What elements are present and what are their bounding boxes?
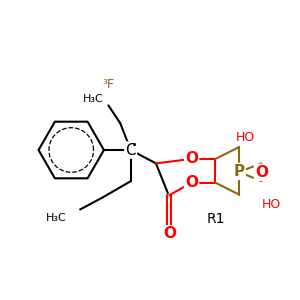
- Text: P: P: [234, 164, 245, 179]
- Text: HO: HO: [236, 131, 255, 144]
- Text: O: O: [185, 152, 198, 166]
- Text: HO: HO: [262, 198, 281, 211]
- Text: O: O: [255, 165, 268, 180]
- Text: ³F: ³F: [102, 78, 115, 91]
- Text: O: O: [185, 175, 198, 190]
- Text: R1: R1: [206, 212, 225, 226]
- Text: O: O: [163, 226, 176, 241]
- Text: H₃C: H₃C: [83, 94, 104, 104]
- Text: H₃C: H₃C: [46, 213, 67, 223]
- Text: C: C: [125, 142, 136, 158]
- Text: ·: ·: [131, 136, 138, 156]
